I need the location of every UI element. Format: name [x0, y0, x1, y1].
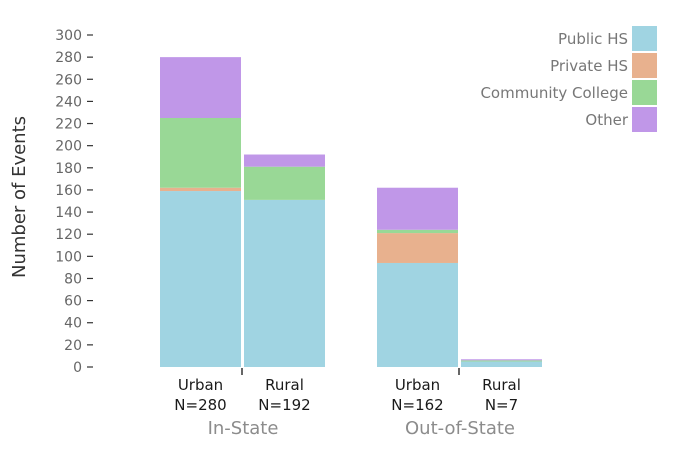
y-tick-label: 160 — [55, 183, 82, 199]
legend-label: Public HS — [558, 30, 628, 48]
bar-segment-public-hs — [461, 361, 542, 367]
legend-swatch — [632, 26, 657, 51]
bar-segment-public-hs — [377, 262, 458, 367]
category-label: Urban — [395, 376, 440, 394]
bar-segment-community-college — [160, 118, 241, 188]
category-count-label: N=192 — [258, 396, 310, 414]
category-count-label: N=7 — [485, 396, 518, 414]
bar-segment-other — [461, 359, 542, 361]
bar-segment-public-hs — [244, 199, 325, 367]
bar-segment-public-hs — [160, 191, 241, 367]
category-count-label: N=280 — [174, 396, 226, 414]
y-tick-label: 100 — [55, 249, 82, 265]
y-axis: 0 20 40 60 80 100 120 140 160 180 200 220 240 260 280 3… — [55, 28, 93, 376]
legend-swatch — [632, 107, 657, 132]
y-tick-label: 120 — [55, 227, 82, 243]
legend: Public HS Private HS Community College Othe… — [480, 26, 657, 132]
y-tick-label: 240 — [55, 94, 82, 110]
legend-label: Community College — [480, 84, 628, 102]
y-tick-label: 40 — [64, 316, 82, 332]
y-tick-label: 60 — [64, 294, 82, 310]
y-tick-label: 20 — [64, 338, 82, 354]
y-tick-label: 300 — [55, 28, 82, 44]
group-label: In-State — [208, 418, 279, 439]
bar-segment-community-college — [244, 166, 325, 200]
y-tick-label: 80 — [64, 271, 82, 287]
y-tick-label: 0 — [73, 360, 82, 376]
y-tick-label: 140 — [55, 205, 82, 221]
bar-segment-other — [377, 187, 458, 230]
y-tick-label: 200 — [55, 139, 82, 155]
x-axis: Urban N=280 Rural N=192 Urban N=162 Rural N=7 In… — [174, 368, 521, 439]
category-label: Rural — [482, 376, 521, 394]
y-tick-label: 280 — [55, 50, 82, 66]
category-label: Rural — [265, 376, 304, 394]
bar-segment-private-hs — [160, 187, 241, 192]
legend-label: Private HS — [550, 57, 628, 75]
y-tick-label: 220 — [55, 117, 82, 133]
y-tick-label: 180 — [55, 161, 82, 177]
category-label: Urban — [178, 376, 223, 394]
bar-segment-other — [244, 154, 325, 167]
y-tick-label: 260 — [55, 72, 82, 88]
legend-swatch — [632, 80, 657, 105]
legend-swatch — [632, 53, 657, 78]
bars — [160, 57, 542, 367]
group-label: Out-of-State — [405, 418, 515, 439]
bar-segment-private-hs — [377, 233, 458, 263]
category-count-label: N=162 — [391, 396, 443, 414]
bar-segment-community-college — [377, 229, 458, 234]
bar-segment-community-college — [461, 360, 542, 362]
y-axis-title: Number of Events — [9, 116, 30, 278]
legend-label: Other — [585, 111, 628, 129]
bar-segment-other — [160, 57, 241, 118]
